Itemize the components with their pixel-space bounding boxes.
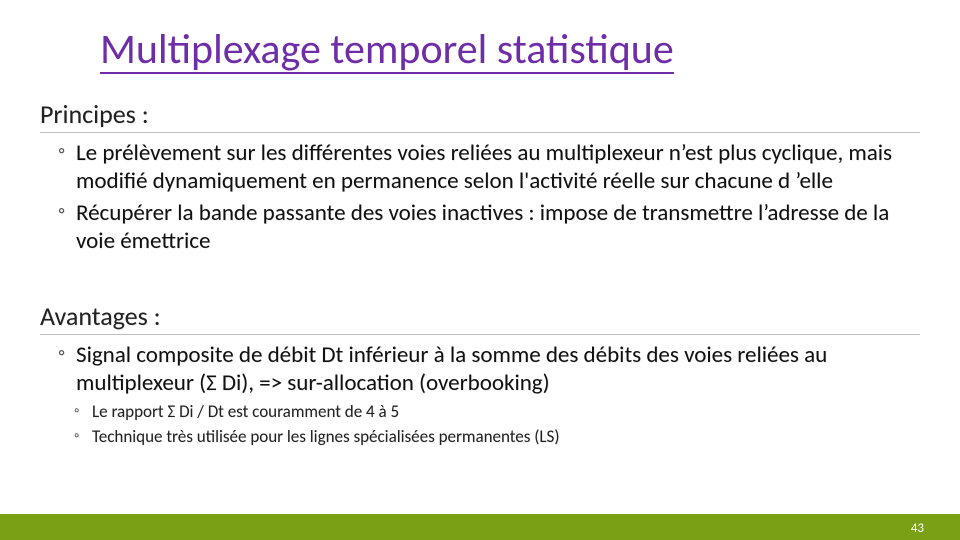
principes-heading: Principes : (40, 98, 920, 133)
principes-bullet-2: Récupérer la bande passante des voies in… (40, 199, 920, 255)
avantages-bullet-1: Signal composite de débit Dt inférieur à… (40, 341, 920, 397)
slide-title: Multiplexage temporel statistique (100, 28, 674, 74)
footer-bar: 43 (0, 514, 960, 540)
avantages-subbullet-1: Le rapport Σ Di / Dt est couramment de 4… (40, 401, 920, 424)
section-principes: Principes : Le prélèvement sur les diffé… (40, 98, 920, 259)
section-avantages: Avantages : Signal composite de débit Dt… (40, 300, 920, 451)
avantages-subbullet-2: Technique très utilisée pour les lignes … (40, 426, 920, 449)
avantages-heading: Avantages : (40, 300, 920, 335)
principes-bullet-1: Le prélèvement sur les différentes voies… (40, 139, 920, 195)
slide: Multiplexage temporel statistique Princi… (0, 0, 960, 540)
page-number: 43 (911, 521, 924, 536)
